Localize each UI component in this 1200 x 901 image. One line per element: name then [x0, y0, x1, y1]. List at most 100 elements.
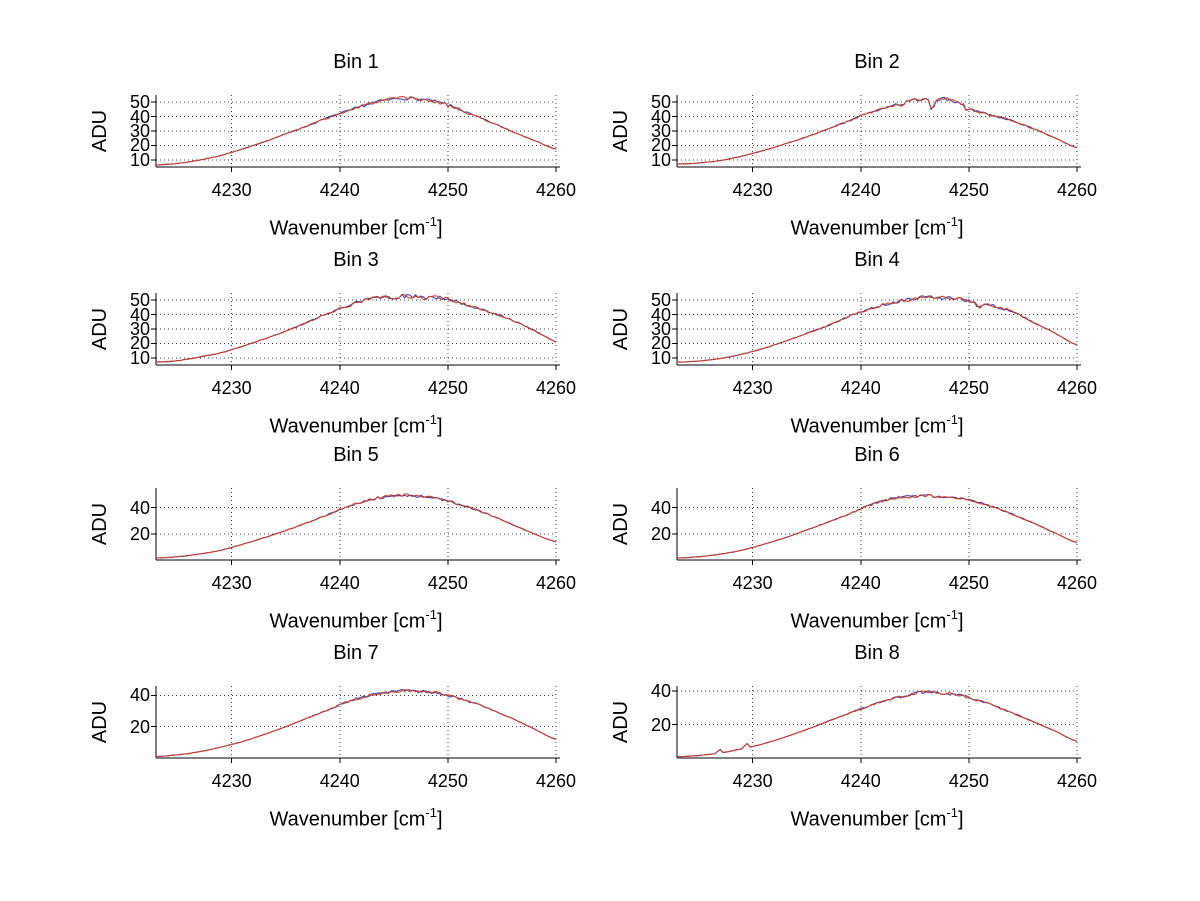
y-tick-label: 10 [650, 347, 671, 368]
x-axis-label-close: ] [436, 808, 443, 831]
plot-area [672, 95, 1081, 172]
spectrum-line [676, 494, 1078, 559]
x-axis-label: Wavenumber [cm-1] [156, 209, 556, 240]
x-tick-label: 4260 [1056, 573, 1098, 593]
x-tick-label: 4250 [427, 378, 468, 398]
grid [156, 488, 557, 560]
x-tick-label: 4240 [319, 771, 360, 791]
x-axis-label-superscript: -1 [946, 412, 958, 427]
x-axis-label-superscript: -1 [946, 607, 958, 622]
y-tick-label: 50 [650, 290, 671, 311]
x-tick-label: 4250 [948, 573, 989, 593]
axes [151, 686, 560, 763]
x-tick-label: 4240 [840, 771, 881, 791]
y-tick-label: 50 [129, 92, 150, 113]
axes [672, 293, 1081, 370]
y-tick-label: 10 [650, 149, 671, 170]
spectrum-line [155, 293, 557, 363]
x-tick-label: 4230 [732, 573, 773, 593]
y-tick-label: 40 [650, 304, 671, 325]
x-axis-label: Wavenumber [cm-1] [677, 800, 1077, 831]
y-tick-label: 20 [650, 523, 671, 544]
plot-area [151, 488, 560, 565]
plot-area [151, 293, 560, 370]
x-axis-label-superscript: -1 [946, 805, 958, 820]
x-axis-label-base: Wavenumber [cm [790, 610, 947, 633]
x-tick-label: 4230 [211, 378, 252, 398]
plot-area [151, 95, 560, 172]
x-tick-label: 4260 [535, 771, 577, 791]
y-tick-label: 40 [129, 497, 150, 518]
x-tick-label: 4250 [948, 378, 989, 398]
x-tick-label: 4260 [535, 573, 577, 593]
spectrum-underlay-line [676, 690, 1078, 758]
subplot-title: Bin 6 [854, 444, 900, 466]
x-tick-label: 4240 [319, 378, 360, 398]
x-axis-label-superscript: -1 [425, 805, 437, 820]
y-tick-label: 50 [650, 92, 671, 113]
x-tick-label: 4250 [948, 180, 989, 200]
y-tick-label: 20 [129, 716, 150, 737]
x-axis-label: Wavenumber [cm-1] [677, 602, 1077, 633]
axes [672, 488, 1081, 565]
x-tick-label: 4260 [1056, 771, 1098, 791]
x-tick-label: 4240 [840, 180, 881, 200]
y-tick-label: 30 [650, 319, 671, 339]
y-tick-label: 20 [129, 523, 150, 544]
spectrum-underlay-line [155, 293, 557, 363]
axes [672, 95, 1081, 172]
spectrum-underlay-line [155, 494, 557, 559]
x-axis-label-close: ] [957, 610, 964, 633]
x-axis-label-base: Wavenumber [cm [790, 415, 947, 438]
y-tick-label: 20 [129, 135, 150, 156]
y-tick-label: 30 [129, 319, 150, 339]
x-axis-label-close: ] [957, 415, 964, 438]
x-tick-label: 4250 [948, 771, 989, 791]
y-tick-label: 20 [129, 333, 150, 354]
x-axis-label-close: ] [436, 415, 443, 438]
x-tick-label: 4260 [1056, 378, 1098, 398]
plot-area [672, 488, 1081, 565]
y-tick-label: 20 [650, 135, 671, 156]
subplot-title: Bin 3 [333, 249, 379, 271]
x-axis-label-base: Wavenumber [cm [269, 610, 426, 633]
x-axis-label: Wavenumber [cm-1] [156, 800, 556, 831]
subplot-title: Bin 5 [333, 444, 379, 466]
y-tick-label: 30 [129, 121, 150, 141]
axes [151, 293, 560, 370]
x-axis-label-close: ] [957, 217, 964, 240]
x-tick-label: 4260 [1056, 180, 1098, 200]
x-axis-label-base: Wavenumber [cm [269, 217, 426, 240]
x-tick-label: 4230 [211, 771, 252, 791]
x-tick-label: 4240 [319, 180, 360, 200]
x-axis-label: Wavenumber [cm-1] [677, 407, 1077, 438]
x-tick-label: 4240 [840, 573, 881, 593]
spectrum-line [676, 97, 1078, 165]
y-tick-label: 40 [650, 106, 671, 127]
x-axis-label: Wavenumber [cm-1] [677, 209, 1077, 240]
y-tick-label: 40 [650, 497, 671, 518]
y-tick-label: 10 [129, 149, 150, 170]
y-tick-label: 40 [129, 304, 150, 325]
grid [156, 95, 557, 167]
x-axis-label-base: Wavenumber [cm [269, 808, 426, 831]
spectrum-line [676, 295, 1078, 363]
x-axis-label-base: Wavenumber [cm [790, 808, 947, 831]
y-tick-label: 30 [650, 121, 671, 141]
x-tick-label: 4260 [535, 378, 577, 398]
spectrum-line [155, 493, 557, 559]
spectrum-underlay-line [676, 494, 1078, 559]
x-axis-label: Wavenumber [cm-1] [156, 602, 556, 633]
spectrum-line [155, 689, 557, 758]
x-tick-label: 4230 [732, 771, 773, 791]
subplot-title: Bin 7 [333, 642, 379, 664]
x-tick-label: 4240 [319, 573, 360, 593]
y-tick-label: 10 [129, 347, 150, 368]
plot-area [151, 686, 560, 763]
x-tick-label: 4230 [732, 180, 773, 200]
x-axis-label-superscript: -1 [946, 214, 958, 229]
x-tick-label: 4260 [535, 180, 577, 200]
x-tick-label: 4250 [427, 180, 468, 200]
spectrum-line [155, 95, 557, 166]
